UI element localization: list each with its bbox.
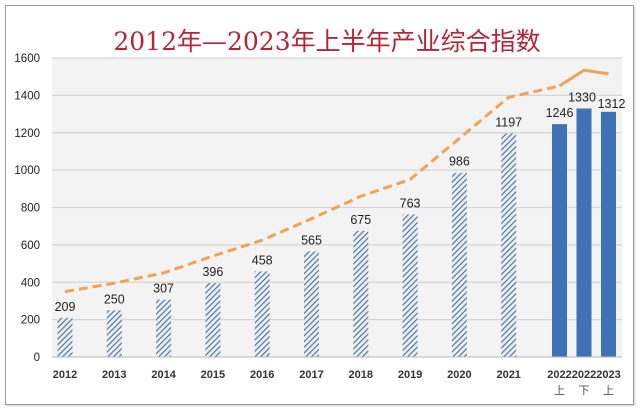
x-tick-label: 2020 [447,369,471,381]
data-label: 396 [202,265,223,279]
data-label: 1246 [546,106,574,120]
trend-line [64,68,609,294]
x-tick-label: 2016 [250,369,274,381]
bar [451,172,467,357]
x-tick-sublabel: 上 [554,384,565,397]
data-label: 307 [153,282,174,296]
x-tick-label: 2018 [349,369,373,381]
x-tick-label: 2021 [496,369,520,381]
bar [254,271,270,357]
data-label: 1197 [495,115,522,129]
y-tick-label: 600 [21,240,40,252]
x-axis-ticks: 2012 2013 2014 2015 2016 2017 2018 2019 2020 2021… [52,356,622,397]
chart-title: 2012年—2023年上半年产业综合指数 [113,27,541,56]
y-tick-label: 400 [21,277,40,289]
x-tick-label: 2023 [596,369,620,381]
data-label: 458 [252,253,273,267]
data-label: 675 [350,213,371,227]
data-label: 1330 [568,90,596,104]
bar [57,317,73,357]
data-label: 986 [449,155,470,169]
x-tick-label: 2015 [201,369,225,381]
bar [304,251,319,357]
x-tick-label: 2012 [53,369,77,381]
bar [501,133,517,357]
x-tick-label: 2022 [572,369,596,381]
bar [156,299,172,357]
x-tick-label: 2019 [398,369,422,381]
y-tick-label: 1600 [14,53,40,65]
bar [205,282,221,357]
bars [57,108,616,357]
x-tick-sublabel: 下 [579,384,590,397]
data-label: 565 [301,233,322,247]
bar [552,124,567,357]
bar [353,230,369,357]
x-tick-label: 2013 [102,369,126,381]
data-label: 250 [104,292,125,306]
data-labels: 209 250 307 396 458 565 675 763 986 1197 1246 1330 1… [55,90,626,313]
bar [576,108,592,357]
y-tick-label: 1200 [14,128,40,140]
x-tick-sublabel: 上 [603,384,614,397]
y-tick-label: 0 [34,352,40,364]
x-tick-label: 2022 [547,369,571,381]
x-tick-label: 2014 [151,369,176,381]
y-tick-label: 1000 [14,165,40,177]
data-label: 209 [55,300,76,314]
bar [601,111,616,357]
y-tick-label: 800 [21,203,40,215]
data-label: 763 [400,196,421,210]
data-label: 1312 [598,97,626,111]
bar [402,214,418,357]
y-tick-label: 200 [21,315,40,327]
y-axis-ticks: 0 200 400 600 800 1000 1200 1400 1600 [14,53,40,364]
x-tick-label: 2017 [299,369,323,381]
bar [106,310,122,357]
y-tick-label: 1400 [14,90,40,102]
